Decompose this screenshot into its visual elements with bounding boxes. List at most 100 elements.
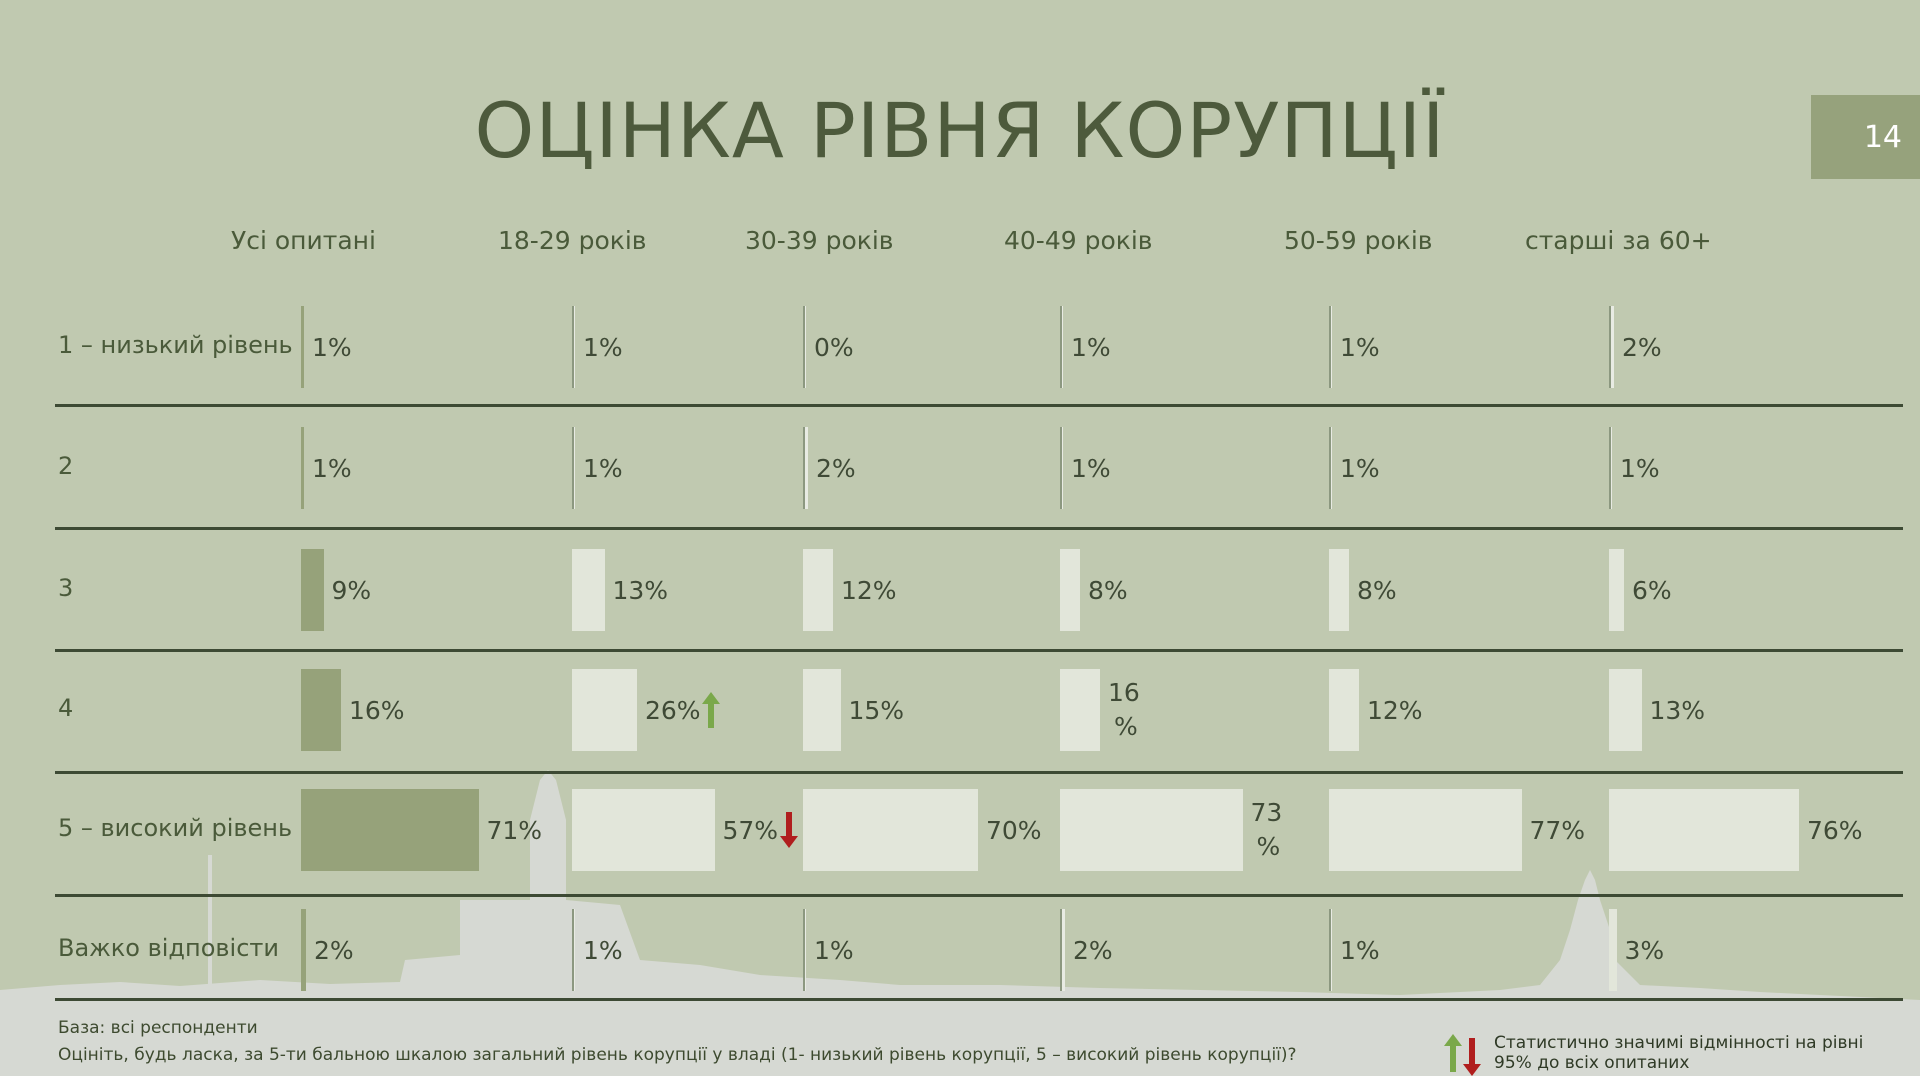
data-label: 15% [848, 696, 905, 725]
bar [301, 789, 479, 871]
row-label: 3 [58, 574, 74, 602]
bar [1609, 306, 1614, 388]
data-label: 16% [1108, 676, 1140, 744]
bar [1329, 306, 1332, 388]
data-label: 1% [1071, 454, 1111, 483]
data-label: 1% [312, 333, 352, 362]
data-label-part: % [1114, 711, 1138, 741]
page-title: ОЦІНКА РІВНЯ КОРУПЦІЇ [474, 86, 1446, 175]
data-label: 3% [1624, 936, 1665, 965]
column-header: 30-39 років [745, 226, 894, 255]
bar [1060, 549, 1080, 631]
bar [572, 427, 575, 509]
data-label: 1% [814, 936, 854, 965]
data-label: 77% [1529, 816, 1586, 845]
footer-base: База: всі респонденти [58, 1018, 258, 1038]
data-label-part: 73 [1250, 798, 1283, 827]
column-header: 40-49 років [1004, 226, 1153, 255]
bar [1060, 669, 1100, 751]
bar [301, 549, 324, 631]
bar [803, 789, 978, 871]
bar [572, 549, 605, 631]
data-label: 71% [486, 816, 543, 845]
page-number: 14 [1811, 95, 1920, 179]
bar [1060, 789, 1243, 871]
data-label: 6% [1632, 576, 1672, 605]
bar [301, 306, 304, 388]
legend-up-arrow-icon [1444, 1034, 1462, 1072]
row-divider [55, 649, 1903, 652]
bar [1329, 427, 1332, 509]
row-divider [55, 894, 1903, 897]
bar [1329, 669, 1359, 751]
data-label: 1% [583, 333, 623, 362]
bar [1060, 306, 1063, 388]
bar [301, 909, 306, 991]
bar [572, 909, 575, 991]
bar [803, 306, 806, 388]
bar [572, 306, 575, 388]
data-label: 13% [612, 576, 669, 605]
data-label: 70% [986, 816, 1042, 845]
data-label: 16% [349, 696, 405, 725]
data-label: 2% [1073, 936, 1113, 965]
row-label: 1 – низький рівень [58, 331, 293, 359]
legend-down-arrow-icon [1463, 1038, 1481, 1076]
column-header: 18-29 років [498, 226, 647, 255]
footer-question: Оцініть, будь ласка, за 5-ти бальною шка… [58, 1045, 1297, 1065]
data-label: 2% [816, 454, 856, 483]
column-header: Усі опитані [231, 226, 376, 255]
bar [1329, 909, 1332, 991]
data-label: 1% [1340, 936, 1380, 965]
column-header: старші за 60+ [1525, 226, 1712, 255]
data-label: 0% [814, 333, 854, 362]
data-label: 76% [1807, 816, 1863, 845]
row-label: Важко відповісти [58, 934, 279, 962]
data-label: 2% [314, 936, 354, 965]
data-label: 1% [583, 936, 623, 965]
data-label: 1% [1340, 333, 1380, 362]
data-label-part: % [1256, 831, 1281, 861]
data-label: 9% [331, 576, 372, 605]
data-label: 73% [1251, 796, 1283, 864]
bar [1609, 789, 1799, 871]
row-divider [55, 771, 1903, 774]
row-label: 5 – високий рівень [58, 814, 293, 842]
data-label-part: 16 [1108, 678, 1140, 707]
significance-up-arrow-icon [702, 692, 720, 728]
bar [1609, 549, 1624, 631]
data-label: 13% [1649, 696, 1706, 725]
row-divider [55, 998, 1903, 1001]
data-label: 12% [841, 576, 897, 605]
bar [1609, 909, 1617, 991]
significance-down-arrow-icon [779, 812, 798, 848]
bar [572, 789, 715, 871]
column-header: 50-59 років [1284, 226, 1433, 255]
bar [301, 669, 341, 751]
data-label: 1% [1071, 333, 1111, 362]
data-label: 12% [1367, 696, 1423, 725]
bar [803, 549, 833, 631]
data-label: 1% [312, 454, 352, 483]
data-label: 1% [1620, 454, 1660, 483]
bar [1329, 549, 1349, 631]
row-divider [55, 527, 1903, 530]
bar [1609, 669, 1642, 751]
data-label: 8% [1357, 576, 1397, 605]
row-divider [55, 404, 1903, 407]
bar [301, 427, 304, 509]
bar [1060, 427, 1063, 509]
legend-text: Статистично значимі відмінності на рівні… [1494, 1033, 1864, 1074]
data-label: 2% [1622, 333, 1662, 362]
bar [1609, 427, 1612, 509]
data-label: 8% [1088, 576, 1128, 605]
bar [803, 909, 806, 991]
bar [1060, 909, 1065, 991]
bar [1329, 789, 1522, 871]
data-label: 26% [645, 696, 701, 725]
row-label: 4 [58, 694, 74, 722]
data-label: 1% [583, 454, 623, 483]
bar [572, 669, 637, 751]
bar [803, 427, 808, 509]
row-label: 2 [58, 452, 74, 480]
